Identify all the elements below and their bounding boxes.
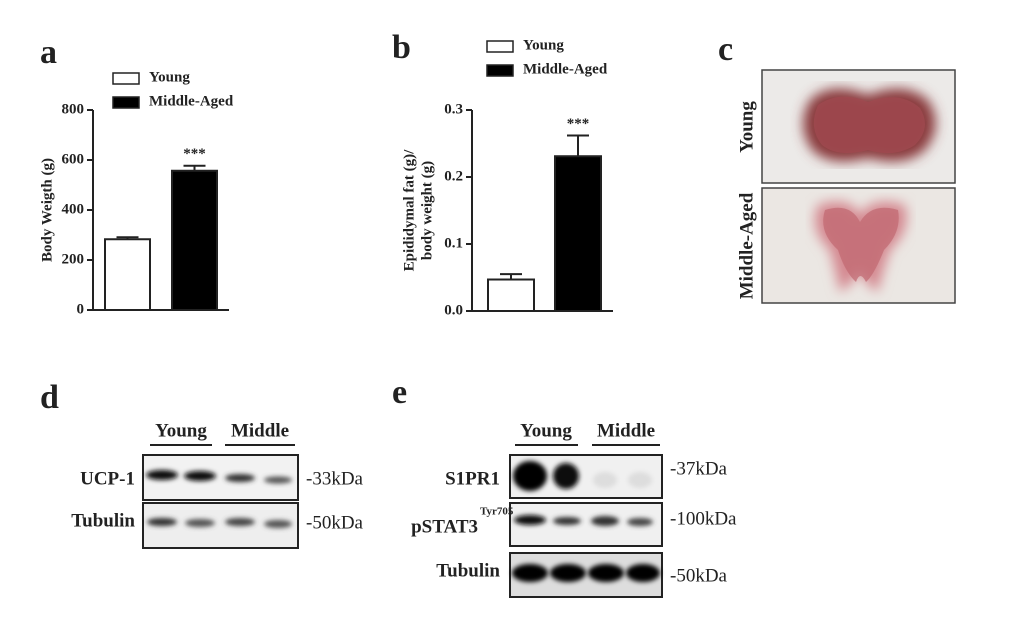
photo-young: [761, 69, 956, 184]
bar: [487, 278, 535, 313]
bar: [104, 238, 151, 311]
y-tick-label: 0.0: [444, 302, 463, 318]
y-tick-label: 0.3: [444, 101, 463, 117]
y-axis-label: Epididymal fat (g)/: [401, 149, 417, 272]
row-label: Tubulin: [71, 510, 135, 531]
panel-label: b: [392, 29, 411, 66]
y-axis-label: body weight (g): [419, 161, 435, 260]
panel-label: d: [40, 379, 59, 416]
size-label: -100kDa: [670, 508, 737, 529]
photo-label: Young: [736, 101, 757, 153]
blot-strip: [142, 502, 299, 549]
size-label: -33kDa: [306, 468, 364, 489]
legend-label: Young: [149, 69, 190, 85]
legend-swatch: [486, 40, 514, 53]
legend-swatch: [112, 72, 140, 85]
significance: ***: [567, 116, 590, 132]
panel-label: c: [718, 31, 733, 68]
y-tick-label: 400: [62, 201, 85, 217]
bar: [171, 169, 218, 311]
row-label: pSTAT3: [411, 516, 478, 537]
significance: ***: [183, 146, 206, 162]
bar: [554, 155, 602, 312]
size-label: -50kDa: [306, 512, 364, 533]
row-superscript: Tyr705: [480, 506, 514, 518]
y-tick-label: 0.1: [444, 235, 463, 251]
legend-label: Middle-Aged: [149, 93, 234, 109]
row-label: S1PR1: [445, 468, 500, 489]
error-bar: [567, 134, 589, 157]
legend-swatch: [486, 64, 514, 77]
photo-label: Middle-Aged: [736, 192, 757, 299]
size-label: -37kDa: [670, 458, 728, 479]
blot-strip: [509, 502, 663, 547]
y-tick-label: 800: [62, 101, 85, 117]
photo-middle-aged: [761, 187, 956, 304]
blot-strip: [509, 454, 663, 499]
group-label: Young: [520, 420, 572, 441]
row-label: UCP-1: [80, 468, 135, 489]
legend-label: Young: [523, 37, 564, 53]
blot-strip: [142, 454, 299, 501]
group-label: Middle: [597, 420, 655, 441]
group-label: Young: [155, 420, 207, 441]
y-tick-label: 0.2: [444, 168, 463, 184]
panel-label: a: [40, 34, 57, 71]
y-tick-label: 0: [77, 301, 85, 317]
group-label: Middle: [231, 420, 289, 441]
size-label: -50kDa: [670, 565, 728, 586]
legend-swatch: [112, 96, 140, 109]
y-axis-label: Body Weigth (g): [39, 158, 55, 262]
legend-label: Middle-Aged: [523, 61, 608, 77]
row-label: Tubulin: [436, 560, 500, 581]
y-tick-label: 200: [62, 251, 85, 267]
panel-label: e: [392, 374, 407, 411]
blot-strip: [509, 552, 663, 598]
y-tick-label: 600: [62, 151, 85, 167]
